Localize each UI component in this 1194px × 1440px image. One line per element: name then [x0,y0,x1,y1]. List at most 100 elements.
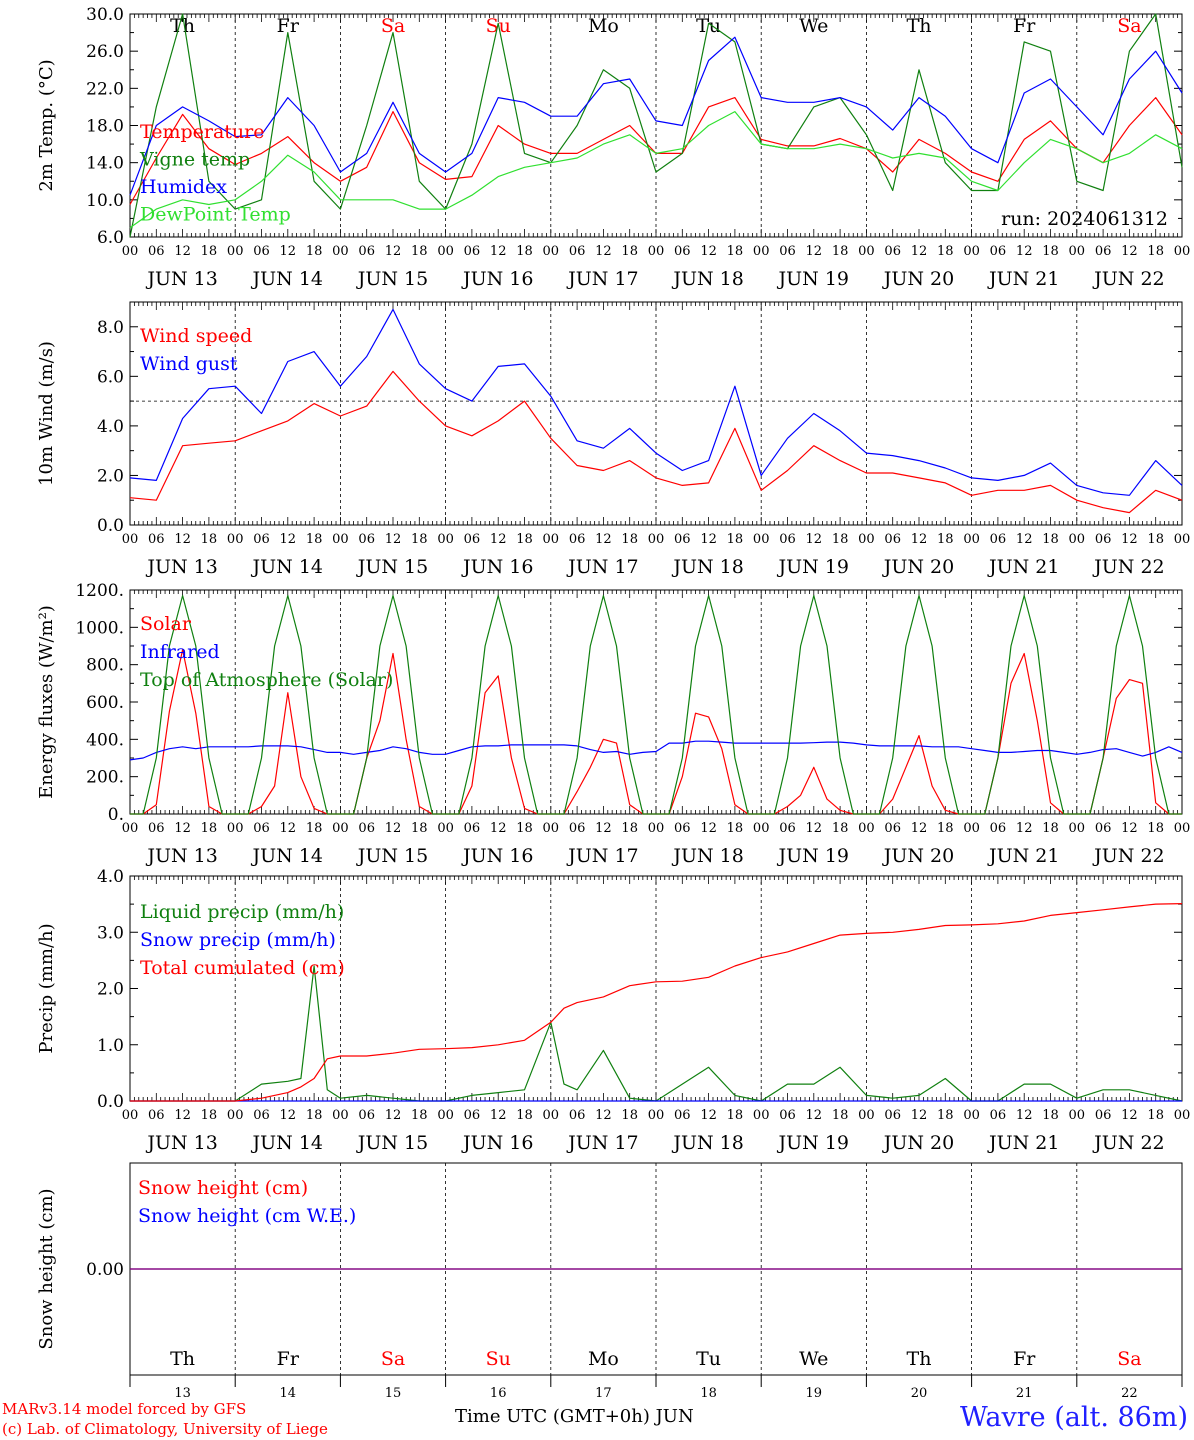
hour-tick-label: 12 [1016,532,1033,547]
credit-line-1: MARv3.14 model forced by GFS [2,1400,247,1418]
hour-tick-label: 00 [753,1108,770,1123]
legend-entry: Total cumulated (cm) [140,957,345,979]
day-number-label: 19 [806,1386,823,1401]
hour-tick-label: 12 [280,1108,297,1123]
hour-tick-label: 00 [858,532,875,547]
hour-tick-label: 00 [963,821,980,836]
hour-tick-label: 06 [990,244,1007,259]
y-tick-label: 26.0 [86,42,124,62]
plot-frame [129,301,1183,526]
hour-tick-label: 12 [595,1108,612,1123]
hour-tick-label: 00 [858,244,875,259]
y-tick-label: 14.0 [86,154,124,174]
hour-tick-label: 12 [700,1108,717,1123]
credit-line-2: (c) Lab. of Climatology, University of L… [2,1420,328,1438]
y-tick-label: 0. [108,805,124,825]
hour-tick-label: 18 [411,532,428,547]
hour-tick-label: 06 [253,244,270,259]
weekday-label: Fr [277,15,300,37]
hour-tick-label: 06 [253,1108,270,1123]
day-label: JUN 21 [987,845,1059,867]
hour-tick-label: 12 [1016,244,1033,259]
hour-tick-label: 06 [1095,532,1112,547]
day-number-label: 20 [911,1386,928,1401]
hour-tick-label: 18 [621,821,638,836]
day-label: JUN 16 [461,268,533,290]
hour-tick-label: 00 [1174,532,1191,547]
hour-tick-label: 06 [779,1108,796,1123]
weekday-label: Tu [696,1348,721,1370]
hour-tick-label: 00 [753,532,770,547]
day-label: JUN 17 [566,1132,638,1154]
day-label: JUN 22 [1092,556,1164,578]
hour-tick-label: 06 [1095,244,1112,259]
hour-tick-label: 18 [1042,244,1059,259]
y-tick-label: 6.0 [97,228,124,248]
weekday-label: Th [907,15,932,37]
day-number-label: 15 [385,1386,402,1401]
weekday-label: Th [170,15,195,37]
hour-tick-label: 06 [674,1108,691,1123]
plot-frame [129,589,1183,815]
panel-4: 0.0 1.0 2.0 3.0 4.0 Precip (mm/h) 00 06 12 18 00 06… [36,867,1190,1154]
hour-tick-label: 00 [963,244,980,259]
hour-tick-label: 12 [385,821,402,836]
hour-tick-label: 12 [700,244,717,259]
day-label: JUN 20 [882,845,954,867]
legend-entry: Solar [140,613,192,635]
weekday-label: Fr [277,1348,300,1370]
y-tick-label: 200. [86,768,124,788]
hour-tick-label: 12 [1121,821,1138,836]
y-tick-label: 1000. [75,618,124,638]
day-label: JUN 20 [882,1132,954,1154]
y-tick-label: 1200. [75,581,124,601]
series-line [130,903,1183,1102]
hour-tick-label: 12 [1121,532,1138,547]
panel-3: 0. 200. 400. 600. 800. 1000. 1200. Energy fluxe… [36,581,1190,867]
hour-tick-label: 06 [358,1108,375,1123]
hour-tick-label: 18 [832,532,849,547]
hour-tick-label: 18 [1147,244,1164,259]
day-label: JUN 16 [461,1132,533,1154]
hour-tick-label: 12 [1016,1108,1033,1123]
y-axis-label: 2m Temp. (°C) [36,59,57,191]
day-label: JUN 15 [356,268,428,290]
legend-entry: Snow precip (mm/h) [140,929,336,951]
series-line [129,370,1183,514]
hour-tick-label: 18 [937,244,954,259]
weekday-label: Mo [588,1348,619,1370]
hour-tick-label: 12 [595,244,612,259]
panel-5: 0.00 Snow height (cm) Th Fr Sa Su Mo Tu We Th Fr Sa… [36,1162,1183,1401]
day-number-label: 18 [700,1386,717,1401]
hour-tick-label: 00 [332,821,349,836]
series-line [129,308,1183,496]
hour-tick-label: 12 [595,821,612,836]
hour-tick-label: 12 [174,532,191,547]
y-tick-label: 3.0 [97,923,124,943]
hour-tick-label: 00 [332,532,349,547]
hour-tick-label: 18 [306,821,323,836]
hour-tick-label: 00 [122,821,139,836]
hour-tick-label: 18 [1147,532,1164,547]
day-label: JUN 15 [356,845,428,867]
series-line [129,110,1183,229]
day-number-label: 16 [490,1386,507,1401]
hour-tick-label: 06 [1095,1108,1112,1123]
weekday-label: Th [170,1348,195,1370]
y-tick-label: 1.0 [97,1036,124,1056]
hour-tick-label: 00 [963,532,980,547]
hour-tick-label: 12 [174,244,191,259]
y-tick-label: 18.0 [86,117,124,137]
legend-entry: Liquid precip (mm/h) [140,901,344,923]
hour-tick-label: 00 [122,244,139,259]
hour-tick-label: 12 [385,244,402,259]
hour-tick-label: 00 [437,821,454,836]
day-number-label: 21 [1016,1386,1033,1401]
hour-tick-label: 12 [490,244,507,259]
hour-tick-label: 00 [227,821,244,836]
hour-tick-label: 00 [1069,1108,1086,1123]
y-tick-label: 22.0 [86,79,124,99]
hour-tick-label: 00 [648,821,665,836]
y-tick-label: 6.0 [97,367,124,387]
weekday-label: Sa [381,1348,405,1370]
